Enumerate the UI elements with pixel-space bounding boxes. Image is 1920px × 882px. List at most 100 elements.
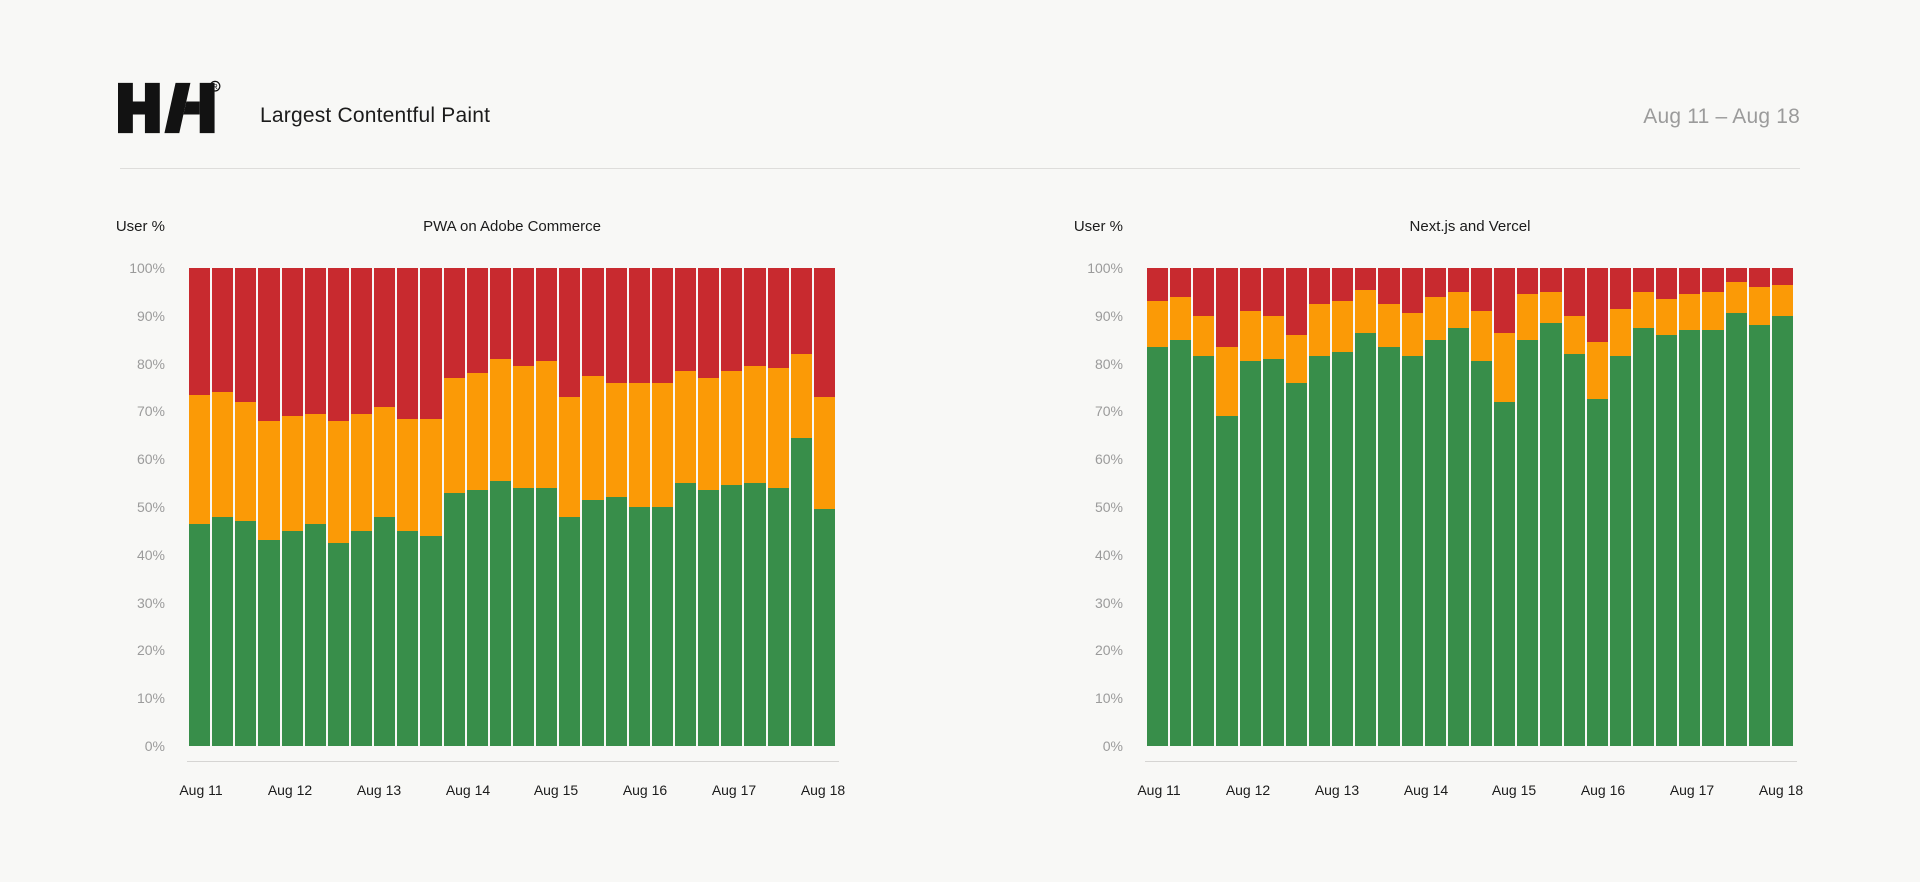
segment-poor <box>1285 268 1307 335</box>
stacked-bar <box>466 268 488 746</box>
stacked-bar <box>1470 268 1493 746</box>
stacked-bar <box>1771 268 1793 746</box>
segment-poor <box>1308 268 1331 304</box>
segment-good <box>559 516 581 746</box>
y-axis-tick-label: 10% <box>136 690 165 706</box>
segment-good <box>628 506 650 746</box>
y-axis-tick-label: 30% <box>1094 595 1123 611</box>
x-axis-tick-label: Aug 12 <box>1225 782 1271 798</box>
y-axis-tick-label: 0% <box>144 738 165 754</box>
segment-needs-improvement <box>512 365 535 488</box>
x-axis-tick-label: Aug 11 <box>1137 782 1181 798</box>
segment-needs-improvement <box>1702 291 1724 331</box>
stacked-bar <box>790 268 812 746</box>
segment-poor <box>1216 268 1238 347</box>
x-axis-tick-label: Aug 16 <box>1580 782 1626 798</box>
y-axis-tick-label: 100% <box>1087 260 1123 276</box>
segment-good <box>721 485 743 746</box>
segment-needs-improvement <box>698 377 720 491</box>
stacked-bar <box>1285 268 1307 746</box>
stacked-bar <box>512 268 535 746</box>
segment-good <box>1193 356 1215 746</box>
segment-good <box>1424 339 1446 746</box>
y-axis-tick-label: 50% <box>1094 499 1123 515</box>
registered-mark-circle <box>209 80 221 92</box>
segment-good <box>1262 358 1284 746</box>
stacked-bar <box>1702 268 1724 746</box>
segment-good <box>767 487 789 746</box>
stacked-bar <box>420 268 442 746</box>
segment-poor <box>1147 268 1169 302</box>
stacked-bar <box>813 268 835 746</box>
chart-title: Next.js and Vercel <box>1409 218 1531 235</box>
segment-poor <box>1517 268 1539 295</box>
y-axis-tick-label: 80% <box>1094 356 1123 372</box>
segment-poor <box>605 268 627 383</box>
segment-needs-improvement <box>235 401 257 522</box>
stacked-bar <box>559 268 581 746</box>
stacked-bar <box>628 268 650 746</box>
segment-poor <box>1702 268 1724 292</box>
segment-good <box>258 540 280 746</box>
segment-needs-improvement <box>674 370 697 484</box>
segment-poor <box>1563 268 1585 316</box>
segment-needs-improvement <box>1332 301 1354 352</box>
segment-poor <box>212 268 234 393</box>
segment-good <box>605 497 627 746</box>
segment-poor <box>189 268 211 395</box>
segment-needs-improvement <box>1262 315 1284 359</box>
chart-title: PWA on Adobe Commerce <box>423 218 601 235</box>
segment-needs-improvement <box>1378 303 1400 347</box>
segment-poor <box>512 268 535 366</box>
segment-poor <box>1401 268 1423 314</box>
segment-good <box>1308 356 1331 746</box>
segment-good <box>350 530 373 746</box>
segment-good <box>212 516 234 746</box>
y-axis-tick-label: 60% <box>136 451 165 467</box>
stacked-bar <box>489 268 511 746</box>
segment-good <box>1494 401 1516 746</box>
segment-poor <box>1262 268 1284 316</box>
segment-poor <box>1586 268 1608 343</box>
stacked-bar <box>1262 268 1284 746</box>
x-axis-tick-label: Aug 13 <box>1314 782 1360 798</box>
segment-poor <box>1424 268 1446 297</box>
stacked-bar <box>443 268 465 746</box>
segment-poor <box>1378 268 1400 304</box>
segment-needs-improvement <box>1239 311 1261 362</box>
x-axis-tick-label: Aug 15 <box>1491 782 1537 798</box>
stacked-bar <box>1216 268 1238 746</box>
stacked-bar <box>1656 268 1678 746</box>
segment-poor <box>443 268 465 378</box>
segment-poor <box>559 268 581 398</box>
segment-good <box>1355 332 1377 746</box>
segment-good <box>651 506 673 746</box>
segment-good <box>304 523 326 746</box>
segment-good <box>1679 330 1701 746</box>
segment-good <box>1748 325 1770 746</box>
segment-needs-improvement <box>1679 294 1701 331</box>
segment-needs-improvement <box>1470 311 1493 362</box>
segment-poor <box>1748 268 1770 288</box>
segment-needs-improvement <box>582 375 604 500</box>
segment-needs-improvement <box>536 361 558 488</box>
y-axis-tick-label: 10% <box>1094 690 1123 706</box>
segment-poor <box>327 268 349 421</box>
stacked-bar <box>374 268 396 746</box>
stacked-bar <box>1748 268 1770 746</box>
x-axis-tick-label: Aug 17 <box>1669 782 1715 798</box>
segment-poor <box>1170 268 1192 297</box>
segment-poor <box>1355 268 1377 290</box>
segment-poor <box>1332 268 1354 302</box>
segment-needs-improvement <box>1656 299 1678 335</box>
segment-needs-improvement <box>397 418 419 531</box>
segment-poor <box>1447 268 1469 292</box>
segment-needs-improvement <box>258 420 280 541</box>
stacked-bar <box>1355 268 1377 746</box>
segment-poor <box>281 268 303 417</box>
segment-good <box>790 437 812 746</box>
segment-needs-improvement <box>466 373 488 491</box>
segment-needs-improvement <box>1216 346 1238 417</box>
